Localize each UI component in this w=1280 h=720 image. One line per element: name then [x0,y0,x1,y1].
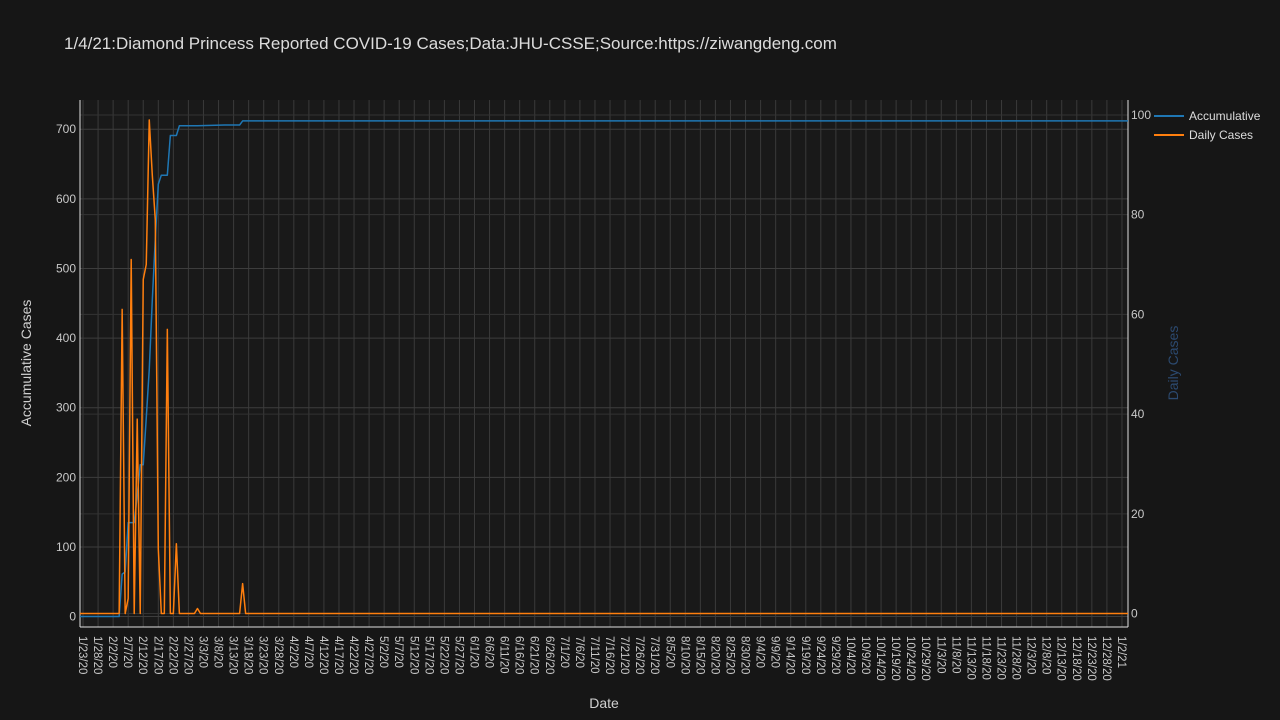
x-tick-label: 4/17/20 [332,636,344,674]
y-tick-label: 700 [56,122,76,136]
x-tick-label: 12/3/20 [1025,636,1037,674]
y-tick-label: 300 [56,401,76,415]
x-tick-label: 8/15/20 [693,636,705,674]
x-tick-label: 8/5/20 [663,636,675,668]
x-tick-label: 9/19/20 [799,636,811,674]
x-tick-label: 3/23/20 [257,636,269,674]
x-tick-label: 5/17/20 [422,636,434,674]
x-tick-label: 7/16/20 [603,636,615,674]
x-tick-label: 11/8/20 [949,636,961,674]
y2-tick-label: 40 [1131,407,1145,421]
x-tick-label: 9/24/20 [814,636,826,674]
x-tick-label: 11/13/20 [964,636,976,680]
chart-title: 1/4/21:Diamond Princess Reported COVID-1… [64,34,837,53]
x-tick-label: 7/31/20 [648,636,660,674]
legend-item-daily-cases[interactable]: Daily Cases [1154,125,1260,144]
x-tick-label: 10/24/20 [904,636,916,681]
x-tick-label: 4/7/20 [302,636,314,668]
y-tick-label: 100 [56,540,76,554]
x-tick-label: 6/26/20 [543,636,555,674]
y2-tick-label: 100 [1131,108,1151,122]
series-line-daily-cases [80,119,1128,615]
x-tick-label: 3/18/20 [242,636,254,674]
x-tick-label: 2/12/20 [136,636,148,674]
y-tick-label: 600 [56,192,76,206]
x-tick-label: 10/4/20 [844,636,856,674]
legend-swatch-daily-cases [1154,133,1184,136]
legend-swatch-accumulative [1154,114,1184,117]
x-tick-label: 12/28/20 [1100,636,1112,681]
x-tick-label: 8/20/20 [708,636,720,674]
legend-label-daily-cases: Daily Cases [1189,127,1254,142]
x-tick-label: 10/14/20 [874,636,886,681]
y-tick-label: 500 [56,261,76,275]
x-tick-label: 7/11/20 [588,636,600,674]
y2-tick-label: 80 [1131,208,1145,222]
x-tick-label: 9/29/20 [829,636,841,674]
x-tick-label: 2/2/20 [106,636,118,668]
x-tick-label: 4/22/20 [347,636,359,674]
x-tick-label: 5/27/20 [452,636,464,674]
x-tick-label: 12/8/20 [1040,636,1052,674]
x-tick-label: 7/21/20 [618,636,630,674]
x-tick-label: 11/23/20 [995,636,1007,680]
y-tick-label: 0 [69,610,76,624]
x-tick-label: 9/14/20 [784,636,796,674]
x-tick-label: 6/6/20 [483,636,495,668]
x-axis-title: Date [589,695,619,711]
x-tick-label: 3/3/20 [196,636,208,668]
x-tick-label: 10/9/20 [859,636,871,674]
x-tick-label: 8/10/20 [678,636,690,674]
x-tick-label: 6/16/20 [513,636,525,674]
x-tick-label: 9/9/20 [769,636,781,668]
y2-axis-title: Daily Cases [1165,326,1181,401]
y-tick-label: 400 [56,331,76,345]
series-line-accumulative [80,120,1128,618]
y2-tick-label: 0 [1131,607,1138,621]
x-tick-label: 6/11/20 [498,636,510,674]
x-tick-label: 12/23/20 [1085,636,1097,681]
x-tick-label: 5/7/20 [392,636,404,668]
x-tick-label: 12/13/20 [1055,636,1067,681]
legend: Accumulative Daily Cases [1154,106,1260,144]
y2-tick-label: 20 [1131,507,1145,521]
y-tick-label: 200 [56,470,76,484]
x-tick-label: 10/19/20 [889,636,901,681]
x-tick-label: 2/22/20 [166,636,178,674]
x-tick-label: 3/13/20 [227,636,239,674]
legend-item-accumulative[interactable]: Accumulative [1154,106,1260,125]
x-tick-label: 3/28/20 [272,636,284,674]
plot-area [80,100,1128,627]
y2-tick-label: 60 [1131,307,1145,321]
x-tick-label: 11/28/20 [1010,636,1022,680]
x-tick-label: 7/1/20 [558,636,570,668]
x-tick-label: 6/1/20 [468,636,480,668]
x-tick-label: 5/12/20 [407,636,419,674]
y-axis-title: Accumulative Cases [18,300,34,427]
x-tick-label: 1/2/21 [1115,636,1127,668]
x-tick-label: 6/21/20 [528,636,540,674]
x-tick-label: 9/4/20 [754,636,766,668]
x-tick-label: 8/30/20 [739,636,751,674]
x-tick-label: 7/6/20 [573,636,585,668]
x-tick-label: 5/2/20 [377,636,389,668]
x-tick-label: 12/18/20 [1070,636,1082,681]
x-tick-label: 4/2/20 [287,636,299,668]
x-tick-label: 2/7/20 [121,636,133,668]
x-tick-label: 5/22/20 [437,636,449,674]
x-tick-label: 8/25/20 [723,636,735,674]
x-tick-label: 1/23/20 [76,636,88,674]
x-tick-label: 3/8/20 [212,636,224,668]
x-tick-label: 4/12/20 [317,636,329,674]
x-tick-label: 2/27/20 [181,636,193,674]
x-tick-label: 4/27/20 [362,636,374,674]
x-tick-label: 7/26/20 [633,636,645,674]
x-tick-label: 10/29/20 [919,636,931,681]
x-tick-label: 11/3/20 [934,636,946,674]
x-tick-label: 11/18/20 [979,636,991,680]
legend-label-accumulative: Accumulative [1189,108,1261,123]
x-tick-label: 1/28/20 [91,636,103,674]
x-tick-label: 2/17/20 [151,636,163,674]
